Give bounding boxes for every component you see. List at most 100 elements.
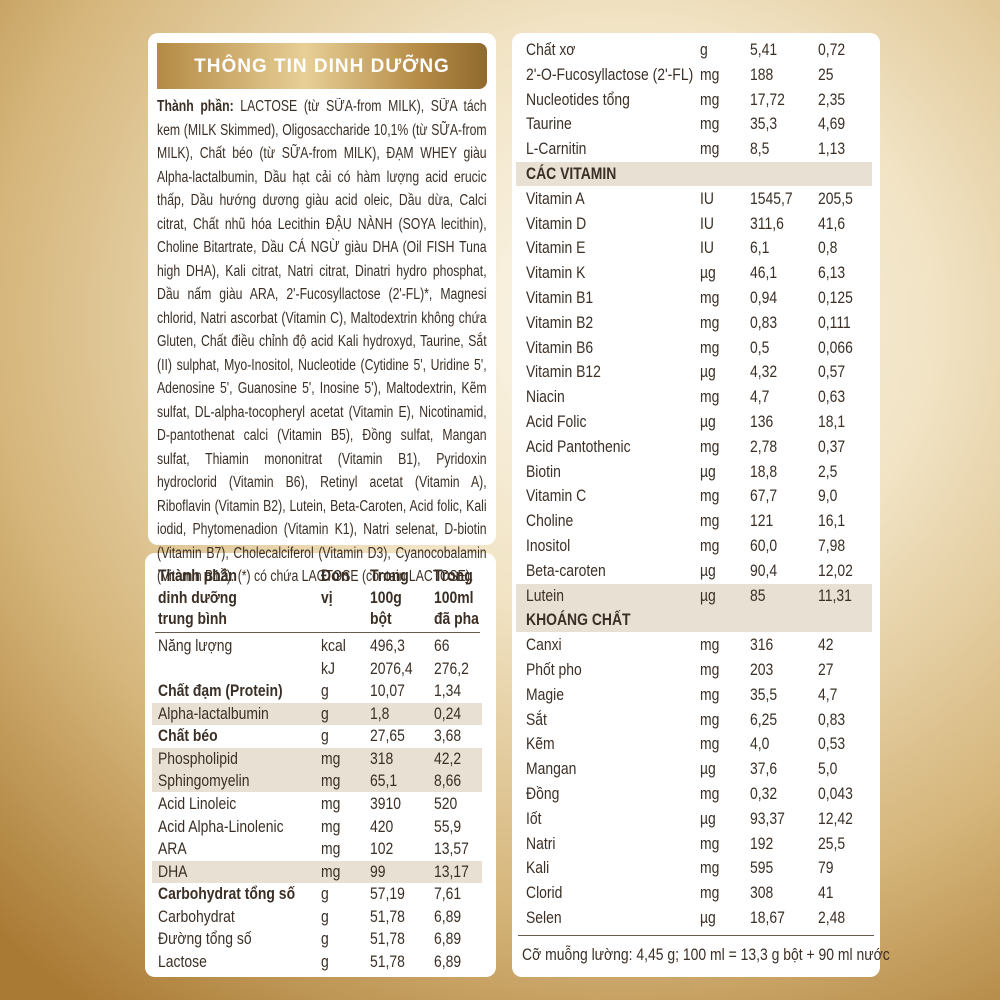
cell-per-100g: 2076,4 (370, 658, 413, 678)
cell-name: Phốt pho (526, 660, 582, 679)
cell-unit: µg (700, 585, 716, 605)
footer-rule (518, 935, 874, 936)
right-table-panel (512, 33, 880, 977)
cell-per-100g: 308 (750, 883, 774, 903)
cell-name: Kali (526, 858, 550, 878)
cell-name: Acid Folic (526, 412, 587, 431)
cell-unit: mg (700, 734, 720, 754)
cell-per-100g: 65,1 (370, 771, 398, 791)
cell-unit: mg (700, 660, 720, 679)
cell-name: Sphingomyelin (158, 771, 250, 791)
cell-name: Vitamin B6 (526, 337, 594, 357)
cell-name: Lutein (526, 585, 564, 605)
cell-unit: mg (700, 387, 720, 407)
cell-per-100g: 51,78 (370, 906, 405, 926)
cell-per-100ml: 205,5 (818, 188, 853, 208)
cell-name: Beta-caroten (526, 560, 606, 580)
cell-name: Carbohydrat (158, 906, 235, 926)
cell-per-100ml: 2,35 (818, 89, 846, 109)
cell-per-100g: 27,65 (370, 726, 405, 746)
cell-per-100ml: 0,83 (818, 709, 846, 729)
cell-per-100ml: 8,66 (434, 771, 462, 791)
row-highlight (152, 747, 482, 770)
cell-per-100ml: 42 (818, 635, 834, 655)
cell-per-100g: 0,32 (750, 784, 778, 803)
cell-per-100g: 0,83 (750, 312, 778, 332)
cell-per-100ml: 0,37 (818, 436, 846, 456)
cell-per-100ml: 16,1 (818, 511, 846, 531)
header-cell: Thành phần (158, 566, 237, 585)
cell-unit: g (321, 681, 329, 701)
cell-per-100g: 35,5 (750, 684, 778, 704)
header-cell: Trong (434, 566, 473, 585)
cell-name: Acid Linoleic (158, 793, 237, 813)
cell-per-100g: 121 (750, 511, 774, 531)
cell-name: Vitamin C (526, 486, 587, 506)
cell-unit: mg (700, 833, 720, 853)
cell-name: Niacin (526, 387, 565, 407)
row-highlight (516, 583, 872, 608)
cell-name: Mangan (526, 759, 577, 779)
cell-unit: mg (700, 684, 720, 704)
cell-unit: IU (700, 238, 714, 258)
header-cell: Trong (370, 566, 409, 585)
cell-name: Vitamin K (526, 263, 586, 283)
cell-per-100g: 311,6 (750, 213, 784, 233)
cell-unit: mg (700, 337, 720, 357)
cell-name: Biotin (526, 461, 561, 481)
cell-name: Vitamin B2 (526, 312, 594, 332)
cell-name: DHA (158, 861, 188, 881)
header-cell: Đơn (321, 566, 350, 585)
cell-per-100ml: 18,1 (818, 412, 846, 431)
cell-per-100ml: 27 (818, 660, 834, 679)
cell-name: Phospholipid (158, 748, 238, 768)
section-header-bg (516, 162, 872, 186)
section-title: KHOÁNG CHẤT (526, 610, 631, 630)
cell-unit: mg (700, 858, 720, 878)
cell-per-100g: 10,07 (370, 681, 405, 701)
cell-per-100g: 6,25 (750, 709, 778, 729)
cell-name: Năng lượng (158, 636, 233, 655)
cell-per-100g: 420 (370, 816, 394, 836)
cell-name: Natri (526, 833, 556, 853)
cell-per-100ml: 1,13 (818, 139, 846, 159)
cell-per-100ml: 0,63 (818, 387, 846, 407)
cell-per-100g: 496,3 (370, 636, 405, 655)
cell-per-100g: 57,19 (370, 884, 405, 904)
cell-per-100ml: 9,0 (818, 486, 838, 506)
cell-per-100g: 1545,7 (750, 188, 793, 208)
cell-per-100ml: 79 (818, 858, 834, 878)
section-header-bg (516, 608, 872, 633)
cell-unit: mg (321, 861, 341, 881)
cell-per-100ml: 4,69 (818, 114, 846, 134)
cell-per-100g: 51,78 (370, 951, 405, 971)
cell-per-100g: 93,37 (750, 808, 785, 828)
section-title: CÁC VITAMIN (526, 164, 617, 183)
header-cell: trung bình (158, 609, 227, 628)
cell-per-100g: 67,7 (750, 486, 778, 506)
cell-unit: g (700, 40, 708, 59)
cell-unit: mg (700, 511, 720, 531)
cell-unit: mg (321, 839, 341, 859)
cell-per-100g: 2,78 (750, 436, 778, 456)
cell-name: Vitamin A (526, 188, 585, 208)
cell-unit: µg (700, 759, 716, 779)
cell-unit: mg (321, 793, 341, 813)
cell-per-100g: 192 (750, 833, 774, 853)
cell-unit: kJ (321, 658, 335, 678)
cell-unit: g (321, 884, 329, 904)
header-cell: bột (370, 609, 392, 628)
cell-per-100g: 60,0 (750, 536, 778, 555)
cell-per-100ml: 6,89 (434, 906, 462, 926)
cell-unit: µg (700, 461, 716, 481)
cell-per-100g: 595 (750, 858, 774, 878)
cell-unit: g (321, 951, 329, 971)
cell-per-100g: 51,78 (370, 929, 405, 949)
cell-per-100ml: 2,48 (818, 908, 846, 927)
cell-name: Vitamin E (526, 238, 586, 258)
cell-name: Vitamin B12 (526, 362, 601, 382)
cell-unit: mg (700, 635, 720, 655)
cell-name: ARA (158, 839, 187, 859)
cell-per-100ml: 0,57 (818, 362, 846, 382)
cell-unit: mg (700, 312, 720, 332)
